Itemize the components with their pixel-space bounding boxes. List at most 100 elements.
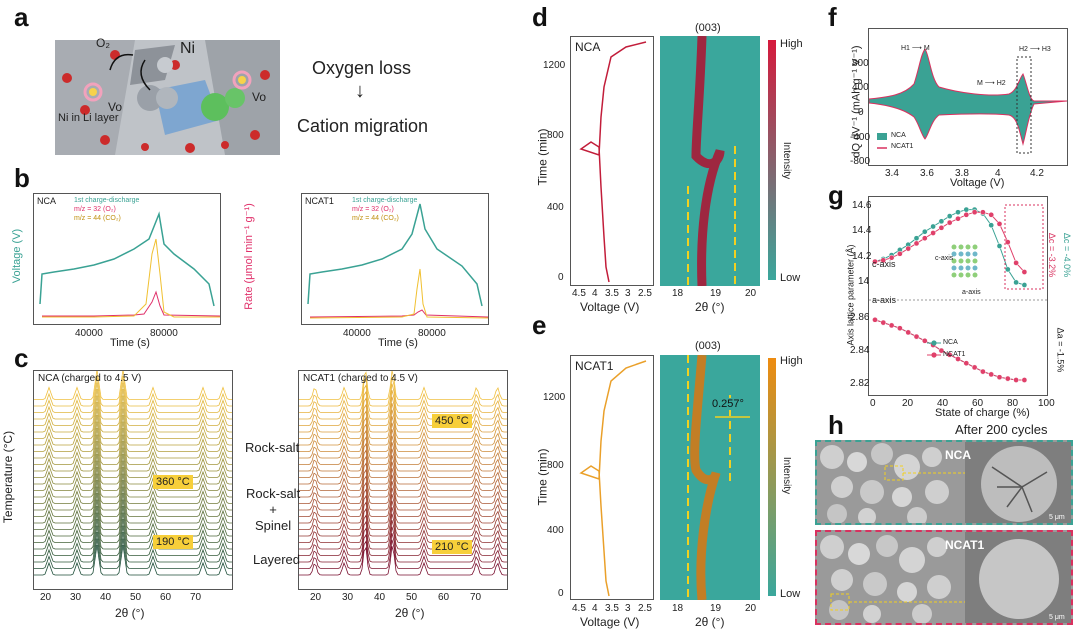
panel-d-vtick-5: 2.5 [638, 288, 652, 299]
panel-b-left-legend-1: 1st charge-discharge [74, 197, 140, 204]
down-arrow-icon: ↓ [355, 80, 365, 102]
panel-g-a-axis-label: a-axis [872, 295, 897, 305]
lattice-point-ncat1-a [955, 356, 961, 362]
panel-f-ann-h2-h3: H2 ⟶ H3 [1019, 46, 1051, 53]
panel-e-vtick-4: 3 [625, 603, 631, 614]
panel-e-ttick-1: 18 [672, 603, 684, 614]
panel-d-ttick-2: 19 [710, 288, 722, 299]
panel-e-ytick-4: 0 [558, 588, 564, 599]
panel-c-right-xtick-6: 70 [470, 592, 482, 603]
xrd-pattern-line [33, 440, 233, 472]
panel-g-inset-c-label: c-axis [935, 255, 954, 262]
panel-d-vtick-1: 4.5 [572, 288, 586, 299]
panel-label-d: d [532, 2, 548, 32]
panel-e-voltage-plot: NCAT1 [570, 355, 654, 600]
panel-b-left-title: NCA [37, 196, 57, 206]
panel-c-left-xtick-6: 70 [190, 592, 202, 603]
xrd-pattern-line [298, 487, 508, 517]
panel-d-ttick-1: 18 [672, 288, 684, 299]
lattice-point-ncat1-a [963, 360, 970, 367]
xrd-pattern-line [33, 486, 233, 517]
panel-f-xtick-4: 4 [995, 168, 1001, 179]
lattice-point-nca-c [955, 209, 961, 216]
xrd-pattern-line [33, 544, 233, 576]
xrd-pattern-line [298, 390, 508, 420]
panel-f-xtick-1: 3.4 [885, 168, 899, 179]
panel-g-legend-ncat1: NCAT1 [943, 351, 966, 358]
lattice-point-nca-c [913, 235, 920, 242]
panel-g-ytick-bot-2: 2.84 [850, 345, 870, 356]
panel-e-peak-trace [687, 355, 750, 600]
panel-f-plot: H1 ⟶ M M ⟶ H2 H2 ⟶ H3 NCA NCAT1 [868, 28, 1068, 166]
lattice-point-ncat1-c [971, 209, 978, 216]
panel-e-ttick-2: 19 [710, 603, 722, 614]
panel-e-shift-label: 0.257° [712, 398, 744, 410]
lattice-point-nca-c [963, 206, 970, 213]
panel-c-right-xtick-4: 50 [406, 592, 418, 603]
panel-g-ytick-top-1: 14.6 [852, 200, 872, 211]
panel-c-ylabel: Temperature (°C) [1, 430, 16, 524]
lattice-point-ncat1-a [880, 319, 887, 326]
panel-e-vtick-1: 4.5 [572, 603, 586, 614]
panel-d-title: NCA [575, 40, 601, 54]
xrd-pattern-line [298, 507, 508, 537]
panel-b-right-xtick-1: 40000 [343, 328, 371, 339]
xrd-pattern-line [298, 461, 508, 491]
panel-g-xlabel: State of charge (%) [935, 407, 1030, 419]
xrd-pattern-line [298, 520, 508, 550]
lattice-point-ncat1-c [946, 219, 953, 226]
panel-g-plot: c-axis a-axis c-axis a-axis NCA NCAT1 [868, 196, 1048, 396]
xrd-pattern-line [33, 473, 233, 504]
panel-c-right-title: NCAT1 (charged to 4.5 V) [303, 373, 418, 384]
panel-g-xtick-1: 0 [870, 398, 876, 409]
panel-b-left-ylabel-right: Rate (μmol min⁻¹ g⁻¹) [242, 203, 255, 310]
panel-e-vtick-5: 2.5 [638, 603, 652, 614]
lattice-point-ncat1-c [930, 230, 936, 236]
panel-label-a: a [14, 2, 29, 32]
lattice-point-nca-c [921, 228, 928, 235]
lattice-point-ncat1-c [880, 257, 887, 264]
panel-b-right-legend-1: 1st charge-discharge [352, 197, 418, 204]
xrd-pattern-line [298, 474, 508, 504]
panel-b-right-plot: NCAT1 1st charge-discharge m/z = 32 (O₂)… [301, 193, 489, 325]
panel-h-ncat1-scale: 5 μm [1049, 614, 1065, 621]
lattice-point-nca-c [1013, 279, 1019, 286]
lattice-point-ncat1-a [921, 337, 928, 344]
panel-c-right-xtick-3: 40 [374, 592, 386, 603]
panel-e-vtick-3: 3.5 [605, 603, 619, 614]
legend-marker-nca [931, 340, 937, 346]
panel-c-temp-190: 190 °C [153, 535, 193, 549]
panel-g-ytick-top-4: 14 [858, 276, 870, 287]
panel-b-right-curves [307, 203, 488, 319]
lattice-point-ncat1-a [897, 325, 903, 332]
xrd-pattern-line [33, 427, 233, 459]
panel-b-left-ylabel: Voltage (V) [11, 228, 24, 284]
panel-g-ytick-bot-3: 2.82 [850, 378, 870, 389]
panel-c-left-xtick-5: 60 [160, 592, 172, 603]
xrd-pattern-line [298, 383, 508, 413]
lattice-point-nca-c [938, 218, 945, 225]
panel-c-left-title: NCA (charged to 4.5 V) [38, 373, 142, 384]
panel-b-left-plot: NCA 1st charge-discharge m/z = 32 (O₂) m… [33, 193, 221, 325]
panel-d-ytick-3: 400 [547, 202, 564, 213]
lattice-point-ncat1-c [1004, 239, 1011, 245]
panel-c-temp-450: 450 °C [432, 414, 472, 428]
panel-label-b: b [14, 163, 30, 193]
panel-d-vtick-3: 3.5 [605, 288, 619, 299]
lattice-point-ncat1-a [980, 368, 986, 375]
panel-c-left-xtick-1: 20 [40, 592, 52, 603]
lattice-point-ncat1-c [996, 221, 1003, 227]
lattice-point-ncat1-a [971, 364, 978, 371]
panel-d-cbar-high: High [780, 38, 803, 50]
panel-b-left-xlabel: Time (s) [110, 337, 150, 349]
xrd-pattern-line [33, 525, 233, 556]
xrd-pattern-line [298, 448, 508, 478]
panel-g-inset-a-label: a-axis [962, 289, 981, 296]
xrd-pattern-line [298, 526, 508, 556]
panel-f-xtick-5: 4.2 [1030, 168, 1044, 179]
lattice-point-ncat1-a [872, 316, 878, 323]
lattice-point-ncat1-c [955, 215, 961, 222]
panel-d-vtick-4: 3 [625, 288, 631, 299]
lattice-point-ncat1-a [1004, 375, 1011, 382]
lattice-point-ncat1-a [988, 371, 995, 378]
